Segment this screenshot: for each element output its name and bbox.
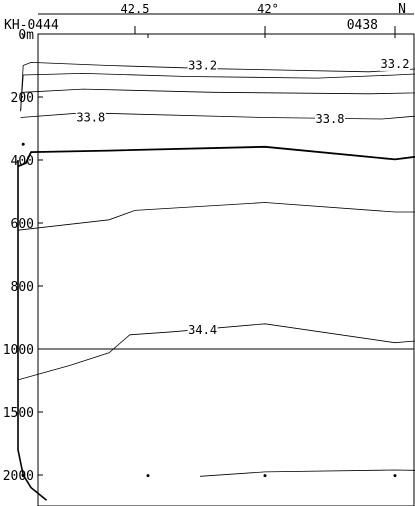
- y-tick-label-2000: 2000: [3, 469, 34, 484]
- y-tick-label-1500: 1500: [3, 406, 34, 421]
- y-tick-label-200: 200: [11, 91, 34, 106]
- contour-label-9: 34.4: [188, 323, 217, 337]
- y-tick-label-800: 800: [11, 280, 34, 295]
- y-tick-label-0: 0m: [18, 28, 34, 43]
- y-tick-label-600: 600: [11, 217, 34, 232]
- contour-label-bg-1: [380, 56, 410, 71]
- lat-tick-label-1: 42°: [257, 2, 279, 16]
- contour-line-34-6-7: [199, 469, 415, 477]
- bottom-profile: [17, 160, 48, 501]
- plot-frame: [37, 33, 415, 506]
- contour-label-bg-0: [187, 58, 218, 73]
- contour-line-34-4: [17, 145, 415, 168]
- contour-label-5: 33.8: [316, 112, 345, 126]
- contour-label-bg-9: [187, 323, 218, 338]
- sample-dot-0: [21, 142, 25, 146]
- bottom-profile-line: [17, 160, 48, 501]
- contour-label-1: 33.2: [381, 57, 410, 71]
- plot-border: [37, 33, 415, 506]
- contour-label-bg-4: [75, 110, 106, 125]
- contour-labels: 33.233.233.233.433.833.833.834.034.234.4…: [75, 56, 410, 338]
- axes: 0m 200 400 600 800 1000 1500 2000 42.5 42° KH-0444…: [3, 2, 414, 484]
- sample-dot-4: [393, 474, 397, 478]
- contour-label-bg-5: [315, 112, 345, 127]
- sample-dots: [21, 142, 397, 478]
- contour-line-34-2-5: [17, 202, 415, 231]
- right-station-label: 0438: [347, 18, 378, 33]
- left-station-label: KH-0444: [4, 18, 59, 33]
- contour-line-33-2-0: [20, 61, 415, 112]
- contour-label-0: 33.2: [188, 59, 217, 73]
- direction-label: N: [398, 2, 406, 17]
- contour-lines: [17, 61, 415, 477]
- lat-tick-label-0: 42.5: [121, 2, 150, 16]
- contour-line-33-4-2: [23, 88, 415, 95]
- contour-line-34-4-6: [17, 323, 415, 381]
- sample-dot-2: [146, 474, 150, 478]
- contour-line-33-2-1: [20, 72, 415, 112]
- sample-dot-1: [21, 474, 25, 478]
- contour-label-4: 33.8: [76, 110, 105, 124]
- sample-dot-3: [263, 474, 267, 478]
- y-tick-label-400: 400: [11, 154, 34, 169]
- y-tick-label-1000: 1000: [3, 343, 34, 358]
